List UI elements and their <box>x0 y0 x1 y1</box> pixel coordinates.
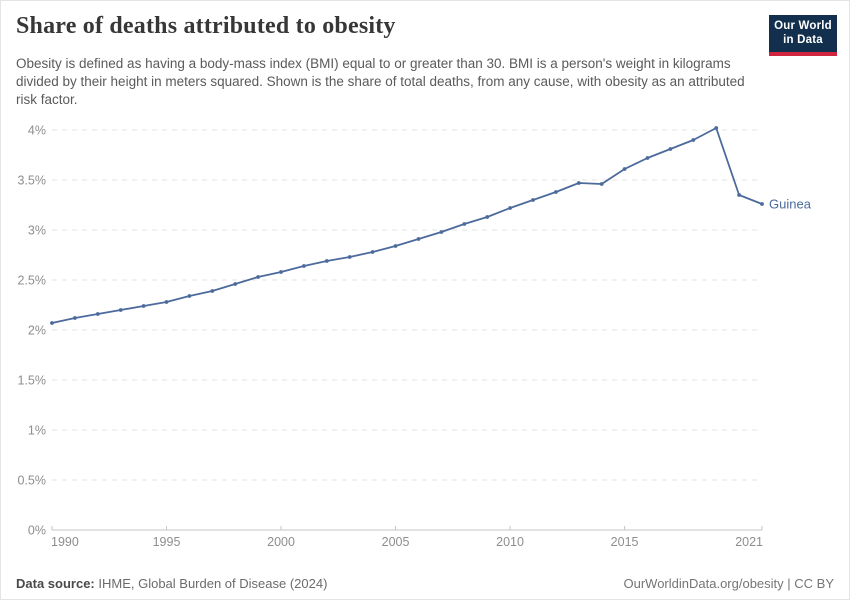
data-point <box>141 304 146 308</box>
data-point <box>95 312 100 316</box>
y-axis-tick-label: 1.5% <box>18 374 47 388</box>
y-axis-tick-label: 4% <box>28 124 46 138</box>
owid-logo-text-line2: in Data <box>783 33 823 46</box>
owid-logo[interactable]: Our World in Data <box>769 15 837 56</box>
data-point <box>714 126 719 130</box>
data-point <box>416 237 421 241</box>
x-axis-tick-label: 2005 <box>382 535 410 549</box>
data-point <box>370 250 375 254</box>
y-axis-tick-label: 0.5% <box>18 474 47 488</box>
x-axis-tick-label: 2015 <box>611 535 639 549</box>
x-axis-tick-label: 1995 <box>153 535 181 549</box>
data-point <box>599 182 604 186</box>
data-point <box>73 316 77 320</box>
data-point <box>164 300 169 304</box>
data-point <box>324 259 329 263</box>
credit-link[interactable]: OurWorldinData.org/obesity | CC BY <box>623 576 835 591</box>
chart-footer: Data source: IHME, Global Burden of Dise… <box>1 576 849 591</box>
data-source-text: IHME, Global Burden of Disease (2024) <box>94 576 328 591</box>
x-axis-tick-label: 2000 <box>267 535 295 549</box>
data-source: Data source: IHME, Global Burden of Dise… <box>16 576 327 591</box>
data-point <box>302 264 306 268</box>
y-axis-tick-label: 3.5% <box>18 174 47 188</box>
data-point <box>645 156 650 160</box>
data-point <box>210 289 215 293</box>
y-axis-tick-label: 2% <box>28 324 46 338</box>
data-point <box>737 193 741 197</box>
x-axis-tick-label: 2021 <box>735 535 763 549</box>
data-point <box>508 206 512 210</box>
series-end-label: Guinea <box>769 197 812 212</box>
data-line <box>51 127 763 324</box>
data-point <box>531 198 535 202</box>
chart-subtitle: Obesity is defined as having a body-mass… <box>16 56 745 107</box>
data-point <box>576 181 581 185</box>
data-point <box>118 308 123 312</box>
data-point <box>691 138 696 142</box>
data-point <box>622 167 627 171</box>
data-point <box>760 202 764 206</box>
data-point <box>462 222 467 226</box>
data-point <box>233 282 238 286</box>
y-axis-tick-label: 0% <box>28 524 46 538</box>
y-axis-tick-label: 3% <box>28 224 46 238</box>
y-axis-tick-label: 2.5% <box>18 274 47 288</box>
owid-logo-text-line1: Our World <box>774 20 832 32</box>
data-point <box>256 275 260 279</box>
line-chart: 0% 0.5% 1% 1.5% 2% 2.5% 3% 3.5% 4% 1990 1995 2000 20… <box>18 124 812 550</box>
y-axis-tick-label: 1% <box>28 424 46 438</box>
data-point <box>554 190 558 194</box>
data-point <box>279 270 283 274</box>
data-source-label: Data source: <box>16 576 95 591</box>
data-point <box>187 294 192 298</box>
x-axis-tick-label: 1990 <box>51 535 79 549</box>
data-point <box>393 244 398 248</box>
page-title: Share of deaths attributed to obesity <box>16 13 396 39</box>
data-point <box>668 147 673 151</box>
data-point <box>439 230 444 234</box>
data-point <box>347 255 352 259</box>
data-point <box>50 321 54 325</box>
chart-plot-area: 0% 0.5% 1% 1.5% 2% 2.5% 3% 3.5% 4% 1990 1995 2000 20… <box>1 101 849 571</box>
x-axis-tick-label: 2010 <box>496 535 524 549</box>
data-point <box>485 215 490 219</box>
